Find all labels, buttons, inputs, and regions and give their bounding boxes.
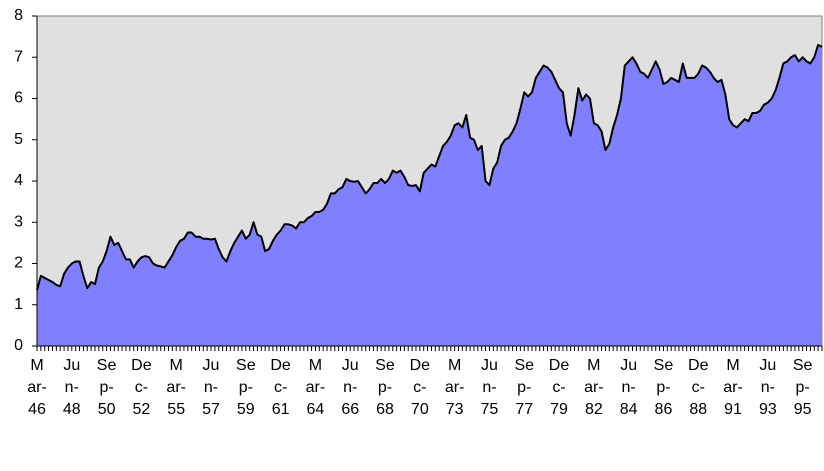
x-tick-label: Mar-91 <box>723 357 743 418</box>
x-tick-label: Mar-82 <box>584 357 604 418</box>
area-line <box>36 43 823 291</box>
x-tick-label: Dec-61 <box>270 357 291 418</box>
x-tick-label: Sep-77 <box>514 357 535 418</box>
x-tick-label: Mar-64 <box>305 357 326 418</box>
y-tick-label: 1 <box>14 296 23 313</box>
y-tick-label: 8 <box>14 7 23 24</box>
x-tick-label: Mar-73 <box>444 357 465 418</box>
x-tick-label: Mar-46 <box>27 357 47 418</box>
x-tick-label: Jun-48 <box>62 357 81 418</box>
area <box>37 44 822 346</box>
y-tick-label: 6 <box>14 90 23 107</box>
x-tick-label: Sep-59 <box>236 357 256 418</box>
x-tick-label: Dec-79 <box>548 357 570 418</box>
x-tick-label: Mar-55 <box>166 357 186 418</box>
y-tick-label: 3 <box>14 213 23 230</box>
x-tick-label: Jun-93 <box>758 357 777 418</box>
x-tick-label: Dec-70 <box>409 357 431 418</box>
x-tick-label: Sep-50 <box>96 357 117 418</box>
y-tick-label: 5 <box>14 131 23 148</box>
y-tick-label: 4 <box>14 172 23 189</box>
x-tick-label: Sep-95 <box>792 357 813 418</box>
y-tick-label: 7 <box>14 48 23 65</box>
y-tick-label: 2 <box>14 255 23 272</box>
x-tick-label: Dec-52 <box>131 357 152 418</box>
x-tick-label: Jun-57 <box>202 357 220 418</box>
y-tick-label: 0 <box>14 337 23 354</box>
x-tick-label: Sep-86 <box>653 357 674 418</box>
x-tick-label: Sep-68 <box>375 357 395 418</box>
x-tick-label: Jun-84 <box>619 357 638 418</box>
x-tick-label: Jun-66 <box>341 357 360 418</box>
x-tick-label: Dec-88 <box>688 357 709 418</box>
x-tick-label: Jun-75 <box>480 357 499 418</box>
